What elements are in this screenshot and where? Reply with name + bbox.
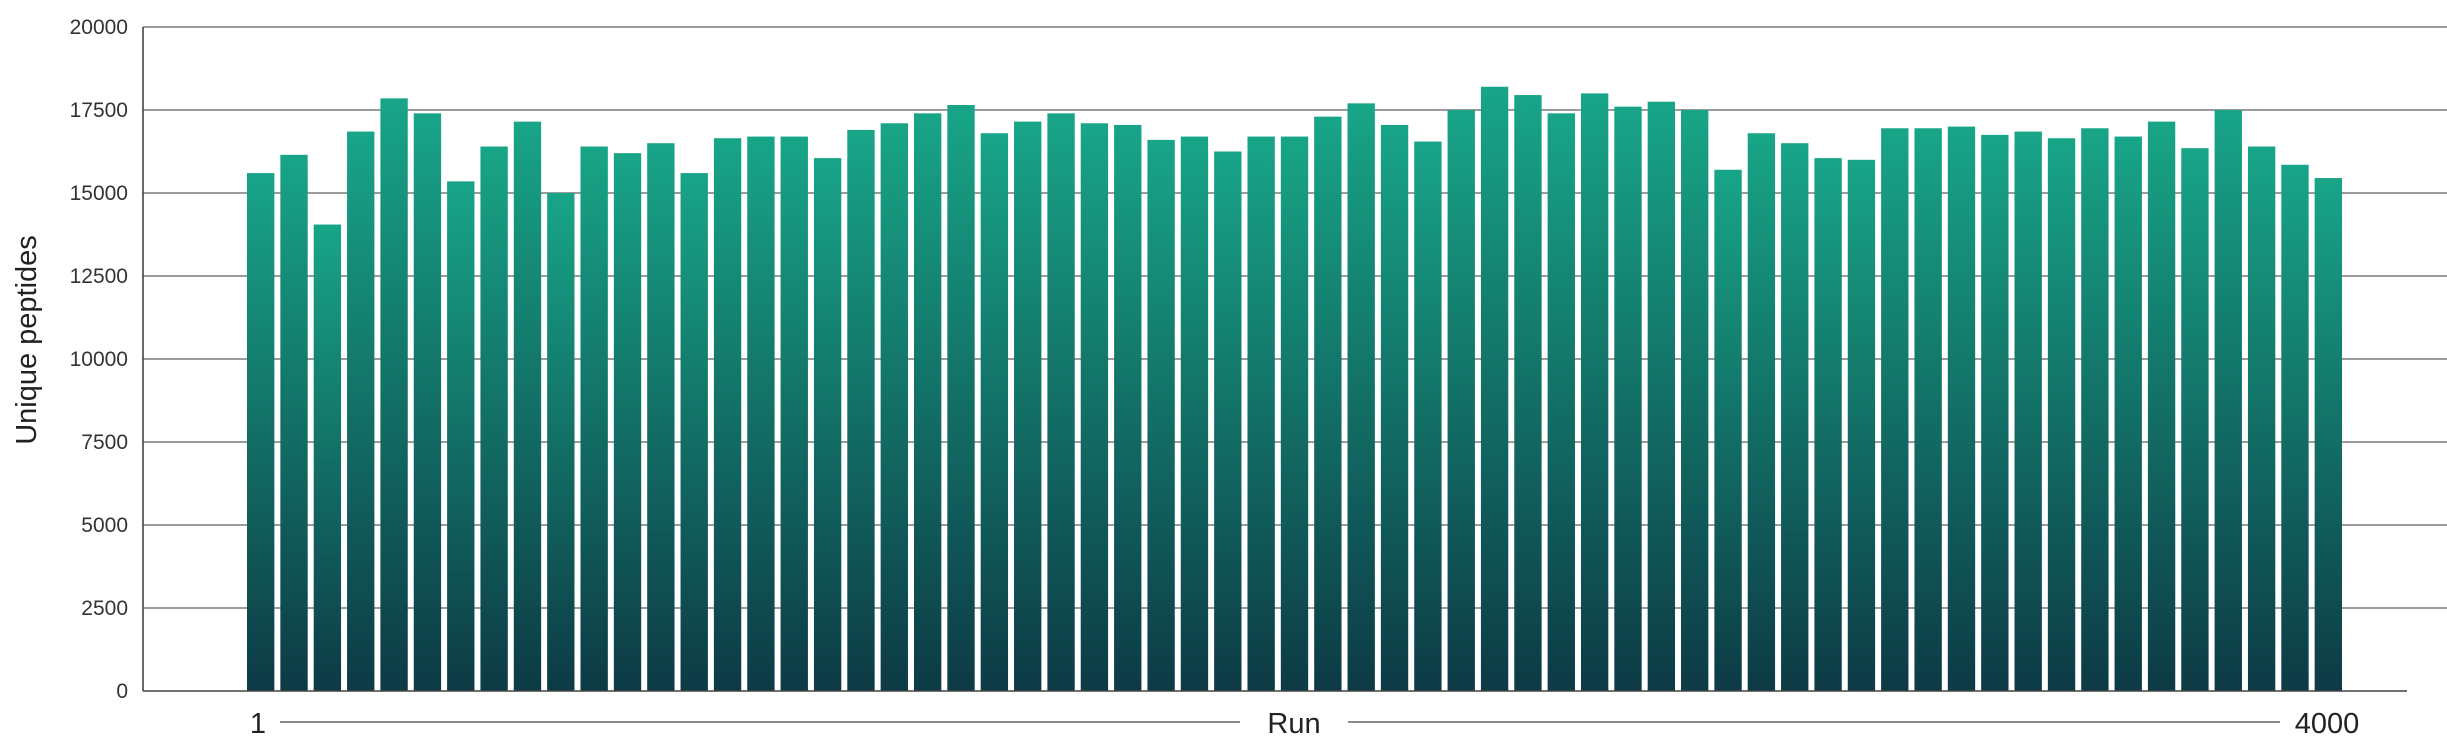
bar	[1747, 133, 1776, 692]
bar	[480, 146, 508, 691]
bar	[947, 105, 975, 691]
bar	[1314, 116, 1342, 691]
bar	[547, 193, 575, 691]
bar	[1847, 159, 1876, 692]
bar	[1614, 106, 1642, 692]
bar	[380, 98, 408, 691]
bar	[513, 121, 542, 692]
x-axis-title: Run	[1267, 708, 1320, 738]
bar	[1881, 128, 1909, 691]
bar	[1480, 86, 1509, 691]
bar	[1080, 123, 1109, 691]
bar	[2147, 121, 2176, 692]
bar	[313, 224, 342, 692]
bar	[1047, 113, 1075, 691]
bar	[1714, 169, 1742, 691]
bar	[847, 129, 875, 692]
bar	[1681, 110, 1709, 691]
axes	[142, 27, 2407, 692]
bar	[1247, 136, 1275, 691]
bar	[1380, 124, 1409, 691]
bar	[613, 153, 642, 691]
bar	[347, 131, 375, 691]
run-start-label: 1	[250, 708, 266, 738]
bar	[1180, 136, 1209, 691]
bar	[1547, 113, 1575, 691]
bar	[247, 173, 275, 691]
bar	[647, 143, 675, 691]
bar	[980, 133, 1009, 692]
bar	[2247, 146, 2276, 691]
bar	[747, 136, 775, 691]
bar	[680, 173, 708, 691]
y-tick-label: 7500	[81, 431, 128, 454]
y-tick-label: 20000	[70, 16, 128, 39]
bar	[2014, 131, 2042, 691]
y-tick-label: 15000	[70, 182, 128, 205]
bar	[447, 181, 475, 691]
y-tick-label: 17500	[70, 99, 128, 122]
bar	[1014, 121, 1042, 692]
y-tick-label: 12500	[70, 265, 128, 288]
bar	[1147, 139, 1175, 691]
bar	[1514, 95, 1542, 691]
bar	[1447, 110, 1475, 691]
bar	[2314, 178, 2342, 691]
bar	[1580, 93, 1609, 691]
bar	[1414, 141, 1442, 692]
bars	[247, 86, 2342, 692]
bar	[2081, 128, 2109, 691]
y-tick-label: 5000	[81, 514, 128, 537]
bar	[880, 123, 908, 691]
bar	[780, 136, 808, 691]
y-axis-title: Unique peptides	[11, 235, 43, 445]
bar	[280, 154, 308, 691]
y-tick-label: 2500	[81, 597, 128, 620]
bar	[2114, 136, 2142, 691]
bar	[1981, 134, 2009, 691]
bar	[1280, 136, 1309, 691]
bar	[1781, 143, 1809, 691]
run-axis: 1 Run 4000	[250, 708, 2359, 738]
y-tick-label: 10000	[70, 348, 128, 371]
bar	[713, 138, 742, 692]
bar	[1814, 158, 1842, 691]
bar	[1947, 126, 1976, 692]
bar	[2281, 164, 2309, 691]
bar	[913, 113, 942, 691]
run-end-label: 4000	[2295, 708, 2360, 738]
bar	[1647, 101, 1676, 691]
y-tick-label: 0	[116, 680, 128, 703]
bar	[813, 158, 842, 691]
bar	[413, 113, 442, 691]
bar	[1214, 151, 1242, 691]
bar	[2181, 148, 2209, 691]
y-tick-labels: 0 2500 5000 7500 10000 12500 15000 17500 20000	[70, 16, 128, 703]
bar	[580, 146, 608, 691]
bar	[2214, 110, 2242, 691]
bar	[1347, 103, 1375, 692]
bar	[1914, 128, 1942, 691]
bar	[1114, 124, 1142, 691]
bar	[2047, 138, 2076, 692]
